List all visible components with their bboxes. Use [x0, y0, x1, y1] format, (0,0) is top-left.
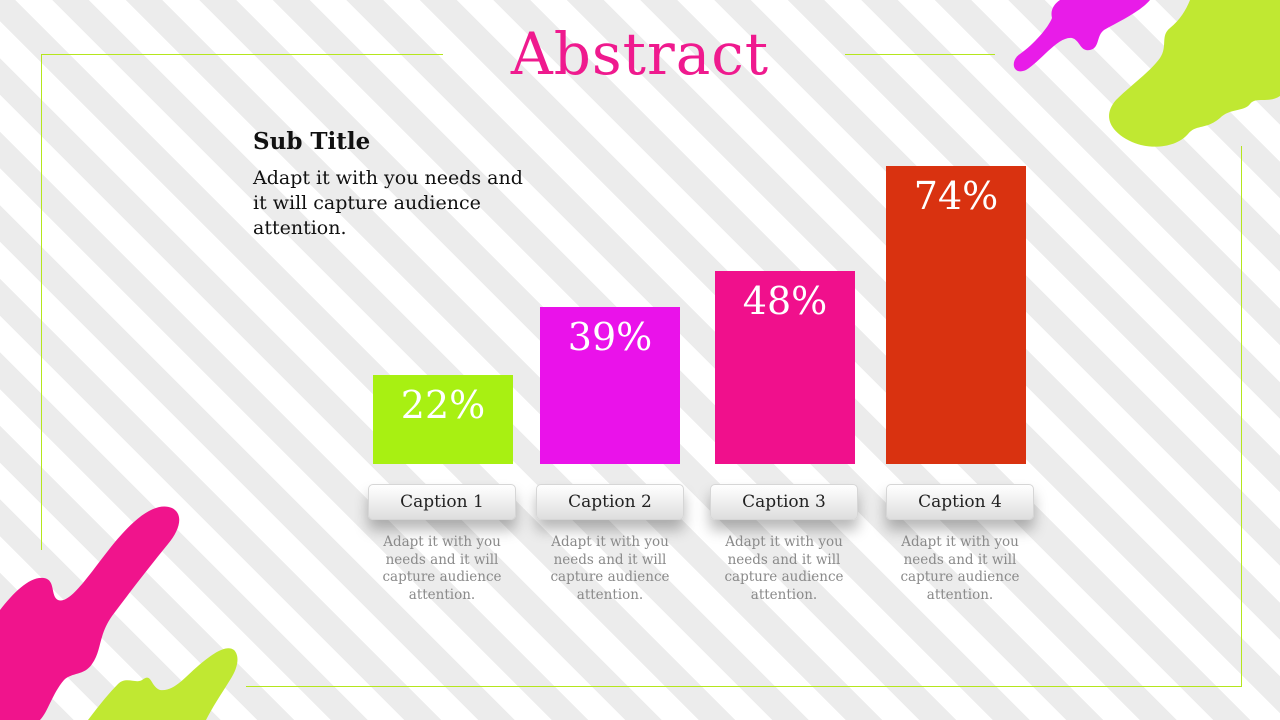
caption-3: Caption 3 [710, 484, 858, 520]
green-splash [1109, 0, 1280, 147]
caption-description-3: Adapt it with you needs and it will capt… [724, 534, 844, 603]
caption-description-1: Adapt it with you needs and it will capt… [382, 534, 502, 603]
green-splash-bottom [88, 648, 238, 720]
bar-1: 22% [373, 375, 513, 464]
bar-value-label: 48% [742, 279, 828, 323]
slide-title: Abstract [510, 20, 770, 88]
pink-splash [0, 506, 180, 720]
frame-top-right-line [845, 54, 995, 55]
caption-description-2: Adapt it with you needs and it will capt… [550, 534, 670, 603]
bar-4: 74% [886, 166, 1026, 464]
bar-value-label: 74% [913, 174, 999, 218]
bar-value-label: 39% [567, 315, 653, 359]
top-right-paint-splash [1013, 0, 1280, 147]
subtitle: Sub Title [253, 128, 371, 155]
caption-4: Caption 4 [886, 484, 1034, 520]
frame-top-left-line [41, 54, 443, 55]
caption-description-4: Adapt it with you needs and it will capt… [900, 534, 1020, 603]
caption-1: Caption 1 [368, 484, 516, 520]
bar-2: 39% [540, 307, 680, 464]
frame-right-line [1241, 146, 1242, 687]
frame-left-line [41, 54, 42, 550]
bar-3: 48% [715, 271, 855, 464]
bar-value-label: 22% [400, 383, 486, 427]
bottom-left-paint-splash [0, 506, 238, 720]
magenta-splash [1013, 0, 1150, 72]
subtitle-description: Adapt it with you needs and it will capt… [253, 167, 523, 239]
frame-bottom-line [246, 686, 1242, 687]
caption-2: Caption 2 [536, 484, 684, 520]
